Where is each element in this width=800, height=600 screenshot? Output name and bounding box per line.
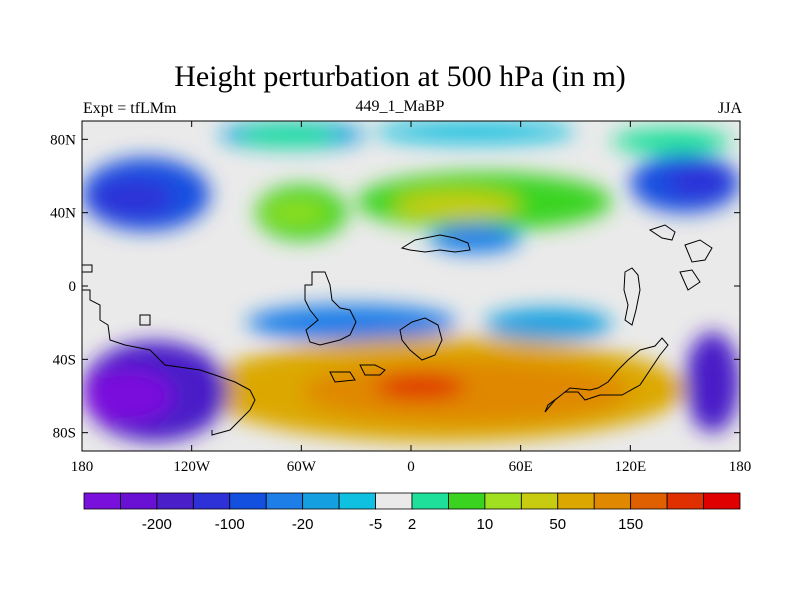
colorbar-swatch xyxy=(83,492,121,510)
colorbar-swatch xyxy=(156,492,194,510)
colorbar-label: -100 xyxy=(215,516,245,533)
y-tick-label: 80S xyxy=(53,426,76,442)
coastline-path xyxy=(684,239,713,263)
field-arctic-low-east xyxy=(374,121,576,143)
x-tick-label: 180 xyxy=(729,459,752,475)
y-axis: 80N 40N 0 40S 80S xyxy=(50,132,740,442)
run-label: 449_1_MaBP xyxy=(355,98,445,115)
coastline-path xyxy=(679,269,701,291)
field-arctic-positive-ring xyxy=(237,124,338,147)
colorbar-swatch xyxy=(411,492,449,510)
y-tick-label: 80N xyxy=(50,132,76,148)
y-tick-label: 0 xyxy=(69,279,77,295)
colorbar-swatch xyxy=(120,492,158,510)
colorbar-swatch xyxy=(302,492,340,510)
x-tick-label: 0 xyxy=(407,459,415,475)
x-tick-label: 120E xyxy=(614,459,646,475)
coastline-path xyxy=(304,271,357,346)
field-south-pacific-low-core xyxy=(82,368,174,424)
colorbar-swatch xyxy=(448,492,486,510)
colorbar-label: 10 xyxy=(477,516,494,533)
colorbar-swatch xyxy=(666,492,704,510)
colorbar-label: -20 xyxy=(292,516,314,533)
colorbar-swatch xyxy=(375,492,413,510)
chart-title: Height perturbation at 500 hPa (in m) xyxy=(174,60,626,93)
colorbar: -200 -100 -20 -5 2 10 50 150 xyxy=(83,492,741,533)
x-axis: 180 120W 60W 0 60E 120E 180 xyxy=(71,121,752,475)
colorbar-swatch xyxy=(192,492,231,510)
x-tick-label: 60E xyxy=(509,459,533,475)
field-southern-ocean-max xyxy=(374,374,466,400)
coastline-path xyxy=(139,314,151,326)
colorbar-swatch xyxy=(265,492,304,510)
field-eurasia-high-core xyxy=(392,190,521,220)
coastline-path xyxy=(329,371,356,383)
coastline-path xyxy=(82,264,93,273)
y-tick-label: 40N xyxy=(50,206,76,222)
colorbar-swatch xyxy=(484,492,522,510)
coastline-path xyxy=(648,224,676,241)
field-mid-eurasia-low xyxy=(429,223,521,253)
field-tropical-low-east xyxy=(484,308,613,341)
colorbar-swatch xyxy=(630,492,668,510)
colorbar-label: 50 xyxy=(549,516,566,533)
plot-area xyxy=(82,121,740,451)
experiment-label: Expt = tfLMm xyxy=(83,100,177,117)
coastline-path xyxy=(359,364,386,376)
colorbar-swatch xyxy=(520,492,559,510)
colorbar-label: 150 xyxy=(618,516,643,533)
coastlines xyxy=(82,224,713,436)
field-north-atlantic-high-core xyxy=(264,203,329,222)
coastline-path xyxy=(544,337,669,413)
season-label: JJA xyxy=(717,100,742,117)
colorbar-label: -5 xyxy=(369,516,382,533)
field-south-pacific-low-east xyxy=(685,331,740,433)
x-tick-label: 120W xyxy=(173,459,211,475)
colorbar-swatch xyxy=(703,492,741,510)
coastline-path xyxy=(399,317,443,361)
x-tick-label: 180 xyxy=(71,459,94,475)
field-arctic-positive-ne xyxy=(612,128,731,155)
field-southern-ocean-high-core xyxy=(301,359,631,424)
field-north-pacific-low-core xyxy=(91,179,174,217)
height-field xyxy=(82,121,740,442)
colorbar-swatch xyxy=(338,492,376,510)
coastline-path xyxy=(623,267,641,326)
colorbar-label: -200 xyxy=(142,516,172,533)
coastline-path xyxy=(82,289,256,436)
colorbar-swatch xyxy=(557,492,595,510)
colorbar-swatch xyxy=(593,492,632,510)
field-tropical-low xyxy=(246,304,457,341)
field-nw-pacific-low-core xyxy=(666,165,731,198)
y-tick-label: 40S xyxy=(53,352,76,368)
coastline-path xyxy=(400,234,471,253)
colorbar-swatch xyxy=(229,492,267,510)
colorbar-label: 2 xyxy=(408,516,416,533)
x-tick-label: 60W xyxy=(287,459,317,475)
